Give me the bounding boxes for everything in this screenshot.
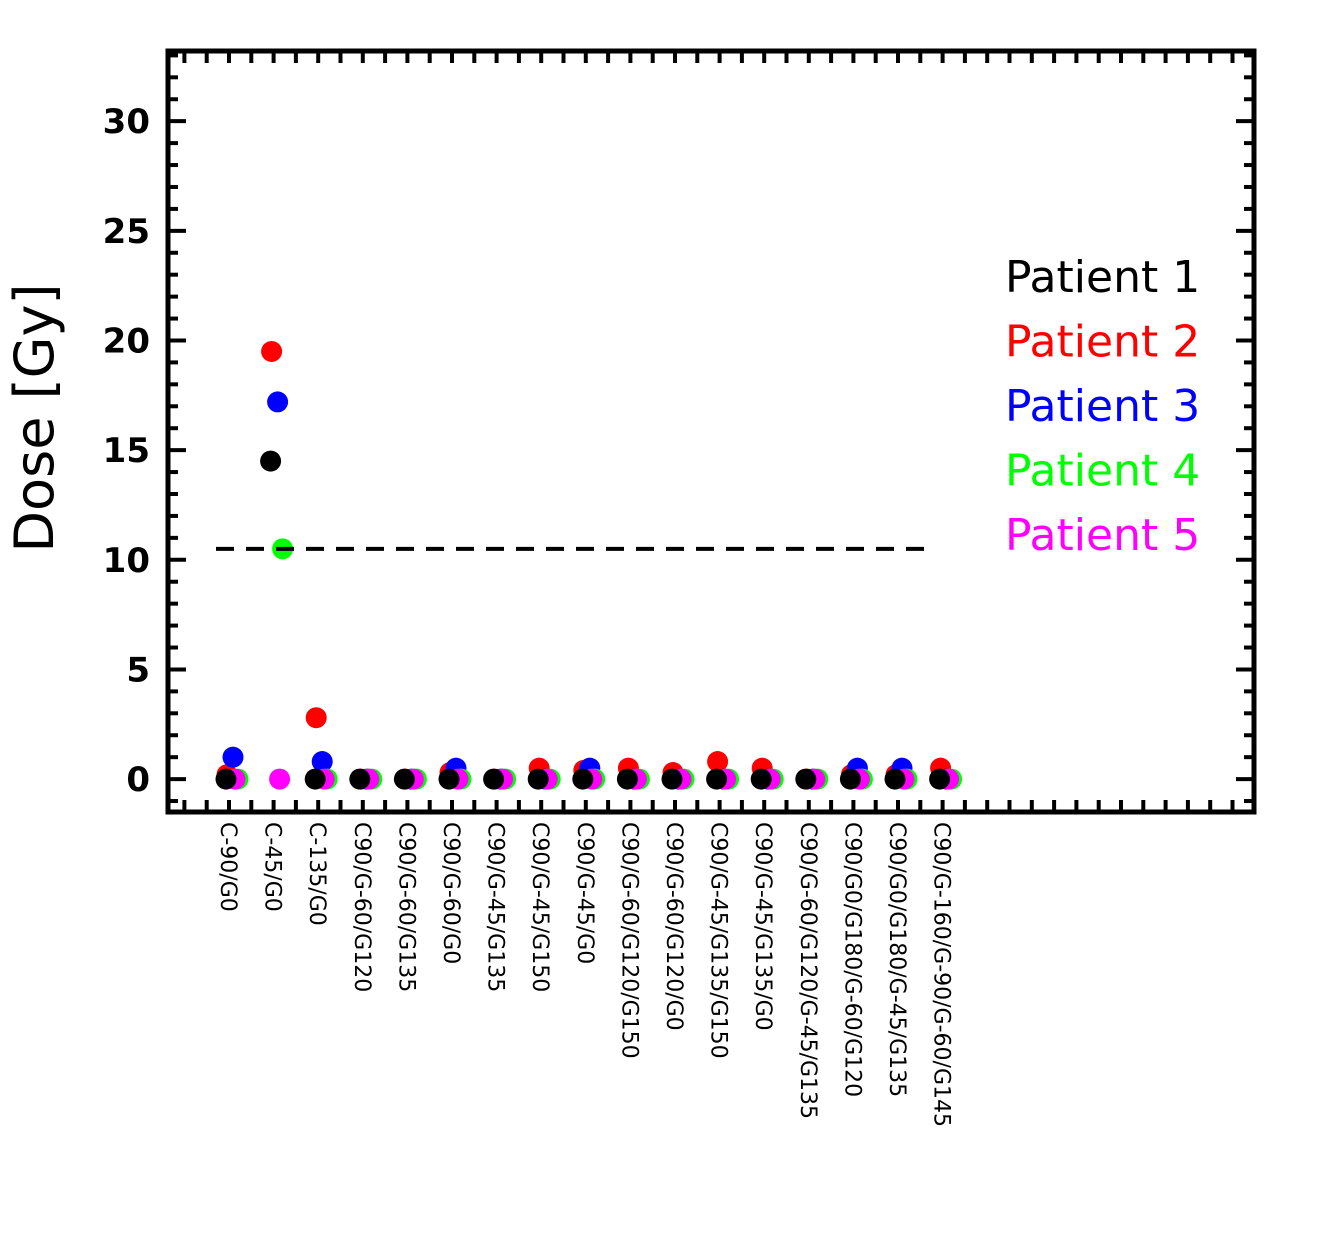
y-tick-label: 10 [103, 541, 150, 581]
data-point-patient-1 [304, 768, 326, 790]
y-tick-label: 0 [126, 760, 150, 800]
data-point-patient-1 [929, 768, 951, 790]
data-point-patient-1 [527, 768, 549, 790]
x-category-label: C90/G-45/G135/G150 [706, 822, 731, 1059]
x-category-label: C90/G-45/G0 [572, 822, 597, 964]
plot-border [165, 48, 1257, 815]
x-category-label: C90/G-60/G0 [438, 822, 463, 964]
y-tick-label: 30 [103, 102, 150, 142]
x-axis-ticks [182, 51, 1235, 812]
x-category-label: C90/G-60/G120 [349, 822, 374, 992]
x-category-label: C-135/G0 [304, 822, 329, 926]
data-point-patient-1 [706, 768, 728, 790]
x-category-label: C90/G-160/G-90/G-60/G145 [929, 822, 954, 1127]
y-tick-label: 25 [103, 212, 150, 252]
x-category-label: C90/G0/G180/G-60/G120 [839, 822, 864, 1097]
legend-entry: Patient 4 [1005, 446, 1200, 497]
x-category-label: C90/G-60/G135 [393, 822, 418, 992]
data-point-patient-3 [267, 391, 289, 413]
legend-entry: Patient 3 [1005, 381, 1200, 432]
legend-entry: Patient 1 [1005, 252, 1200, 303]
x-category-label: C90/G-45/G135 [483, 822, 508, 992]
y-tick-label: 5 [126, 650, 150, 690]
data-point-patient-1 [438, 768, 460, 790]
data-point-patient-5 [269, 768, 291, 790]
data-point-patient-1 [393, 768, 415, 790]
legend-entry: Patient 5 [1005, 510, 1200, 561]
legend: Patient 1 Patient 2 Patient 3 Patient 4 Pati… [1005, 252, 1200, 561]
data-point-patient-2 [261, 340, 283, 362]
x-category-label: C-45/G0 [260, 822, 285, 912]
data-point-patient-1 [750, 768, 772, 790]
y-tick-label: 15 [103, 431, 150, 471]
data-point-patient-3 [222, 746, 244, 768]
data-point-patient-1 [884, 768, 906, 790]
data-points [215, 340, 963, 790]
data-point-patient-1 [260, 450, 282, 472]
data-point-patient-1 [483, 768, 505, 790]
data-point-patient-1 [839, 768, 861, 790]
data-point-patient-1 [616, 768, 638, 790]
x-category-label: C90/G0/G180/G-45/G135 [884, 822, 909, 1097]
plot-frame [165, 48, 1257, 815]
y-axis-label: Dose [Gy] [3, 283, 66, 552]
data-point-patient-2 [707, 751, 729, 773]
data-point-patient-1 [661, 768, 683, 790]
x-category-label: C90/G-60/G120/G-45/G135 [795, 822, 820, 1119]
data-point-patient-1 [215, 768, 237, 790]
legend-entry: Patient 2 [1005, 317, 1200, 368]
data-point-patient-1 [795, 768, 817, 790]
x-category-label: C90/G-45/G135/G0 [750, 822, 775, 1031]
y-tick-label: 20 [103, 321, 150, 361]
data-point-patient-3 [311, 751, 333, 773]
data-point-patient-1 [349, 768, 371, 790]
x-category-label: C90/G-60/G120/G150 [616, 822, 641, 1059]
x-category-labels: C-90/G0 C-45/G0 C-135/G0 C90/G-60/G120 C90/G… [215, 822, 954, 1127]
data-point-patient-1 [572, 768, 594, 790]
data-point-patient-2 [305, 707, 327, 729]
y-axis-ticks: 0 5 10 15 20 25 30 [103, 53, 1254, 804]
x-category-label: C90/G-60/G120/G0 [661, 822, 686, 1031]
x-category-label: C-90/G0 [215, 822, 240, 912]
x-category-label: C90/G-45/G150 [527, 822, 552, 992]
